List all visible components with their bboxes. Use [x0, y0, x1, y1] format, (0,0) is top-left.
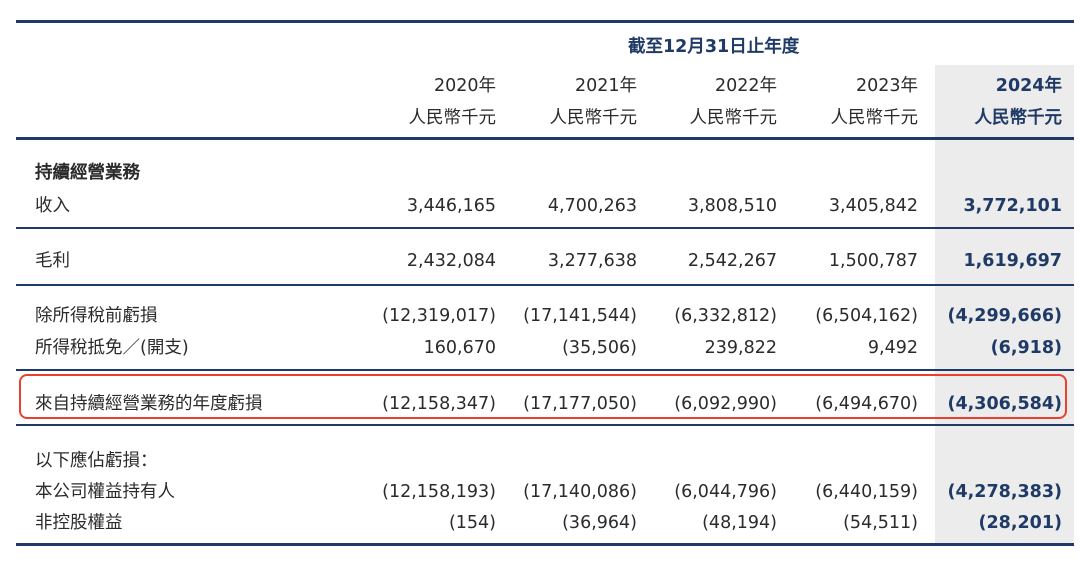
- table-cell: 3,405,842: [828, 196, 918, 216]
- header-rule: [16, 137, 1074, 140]
- row-label-revenue: 收入: [35, 196, 70, 216]
- top-rule: [16, 20, 1074, 23]
- table-cell: 239,822: [704, 338, 777, 358]
- table-cell: (6,918): [990, 338, 1062, 358]
- table-cell: (17,177,050): [523, 394, 637, 414]
- bottom-rule: [16, 543, 1074, 546]
- table-cell: (12,319,017): [382, 306, 496, 326]
- table-cell: (54,511): [843, 513, 918, 533]
- row-label-income-tax: 所得稅抵免／(開支): [35, 338, 189, 358]
- table-cell: (6,494,670): [815, 394, 918, 414]
- table-cell: (6,332,812): [674, 306, 777, 326]
- year-header: 2023年: [855, 76, 918, 96]
- callout-box: [19, 374, 1067, 419]
- table-cell: (6,440,159): [815, 482, 918, 502]
- row-label-annual-loss: 來自持續經營業務的年度虧損: [35, 394, 263, 414]
- divider-rule: [16, 227, 1074, 229]
- table-cell: 1,619,697: [963, 251, 1062, 271]
- table-cell: (35,506): [562, 338, 637, 358]
- divider-rule: [16, 284, 1074, 286]
- table-cell: (154): [448, 513, 496, 533]
- unit-header: 人民幣千元: [974, 108, 1063, 128]
- row-label-non-controlling: 非控股權益: [35, 513, 123, 533]
- year-header: 2024年: [995, 76, 1062, 96]
- table-cell: 3,446,165: [406, 196, 496, 216]
- table-cell: (12,158,193): [382, 482, 496, 502]
- table-cell: (4,299,666): [947, 306, 1062, 326]
- table-cell: (17,140,086): [523, 482, 637, 502]
- table-cell: 9,492: [867, 338, 918, 358]
- table-cell: (28,201): [978, 513, 1062, 533]
- period-label: 截至12月31日止年度: [628, 37, 800, 57]
- table-cell: (48,194): [702, 513, 777, 533]
- table-cell: (17,141,544): [523, 306, 637, 326]
- unit-header: 人民幣千元: [830, 108, 919, 128]
- table-cell: 2,542,267: [687, 251, 777, 271]
- table-cell: 3,808,510: [687, 196, 777, 216]
- table-cell: (6,044,796): [674, 482, 777, 502]
- table-cell: (36,964): [562, 513, 637, 533]
- unit-header: 人民幣千元: [408, 108, 497, 128]
- table-cell: (4,278,383): [947, 482, 1062, 502]
- table-cell: 3,277,638: [547, 251, 637, 271]
- table-cell: (4,306,584): [947, 394, 1062, 414]
- year-header: 2021年: [574, 76, 637, 96]
- section-heading: 持續經營業務: [35, 163, 140, 183]
- unit-header: 人民幣千元: [689, 108, 778, 128]
- row-label-attributable: 以下應佔虧損：: [35, 451, 158, 471]
- table-cell: 3,772,101: [963, 196, 1062, 216]
- table-cell: 2,432,084: [406, 251, 496, 271]
- table-cell: (6,092,990): [674, 394, 777, 414]
- divider-rule: [16, 369, 1074, 371]
- row-label-equity-holders: 本公司權益持有人: [35, 482, 175, 502]
- table-cell: 4,700,263: [547, 196, 637, 216]
- table-cell: 1,500,787: [828, 251, 918, 271]
- unit-header: 人民幣千元: [549, 108, 638, 128]
- year-header: 2022年: [714, 76, 777, 96]
- highlight-column-2024: [935, 65, 1074, 546]
- table-cell: (6,504,162): [815, 306, 918, 326]
- table-cell: 160,670: [423, 338, 496, 358]
- row-label-gross-profit: 毛利: [35, 251, 70, 271]
- row-label-loss-before-tax: 除所得稅前虧損: [35, 306, 158, 326]
- table-cell: (12,158,347): [382, 394, 496, 414]
- year-header: 2020年: [433, 76, 496, 96]
- divider-rule: [16, 424, 1074, 426]
